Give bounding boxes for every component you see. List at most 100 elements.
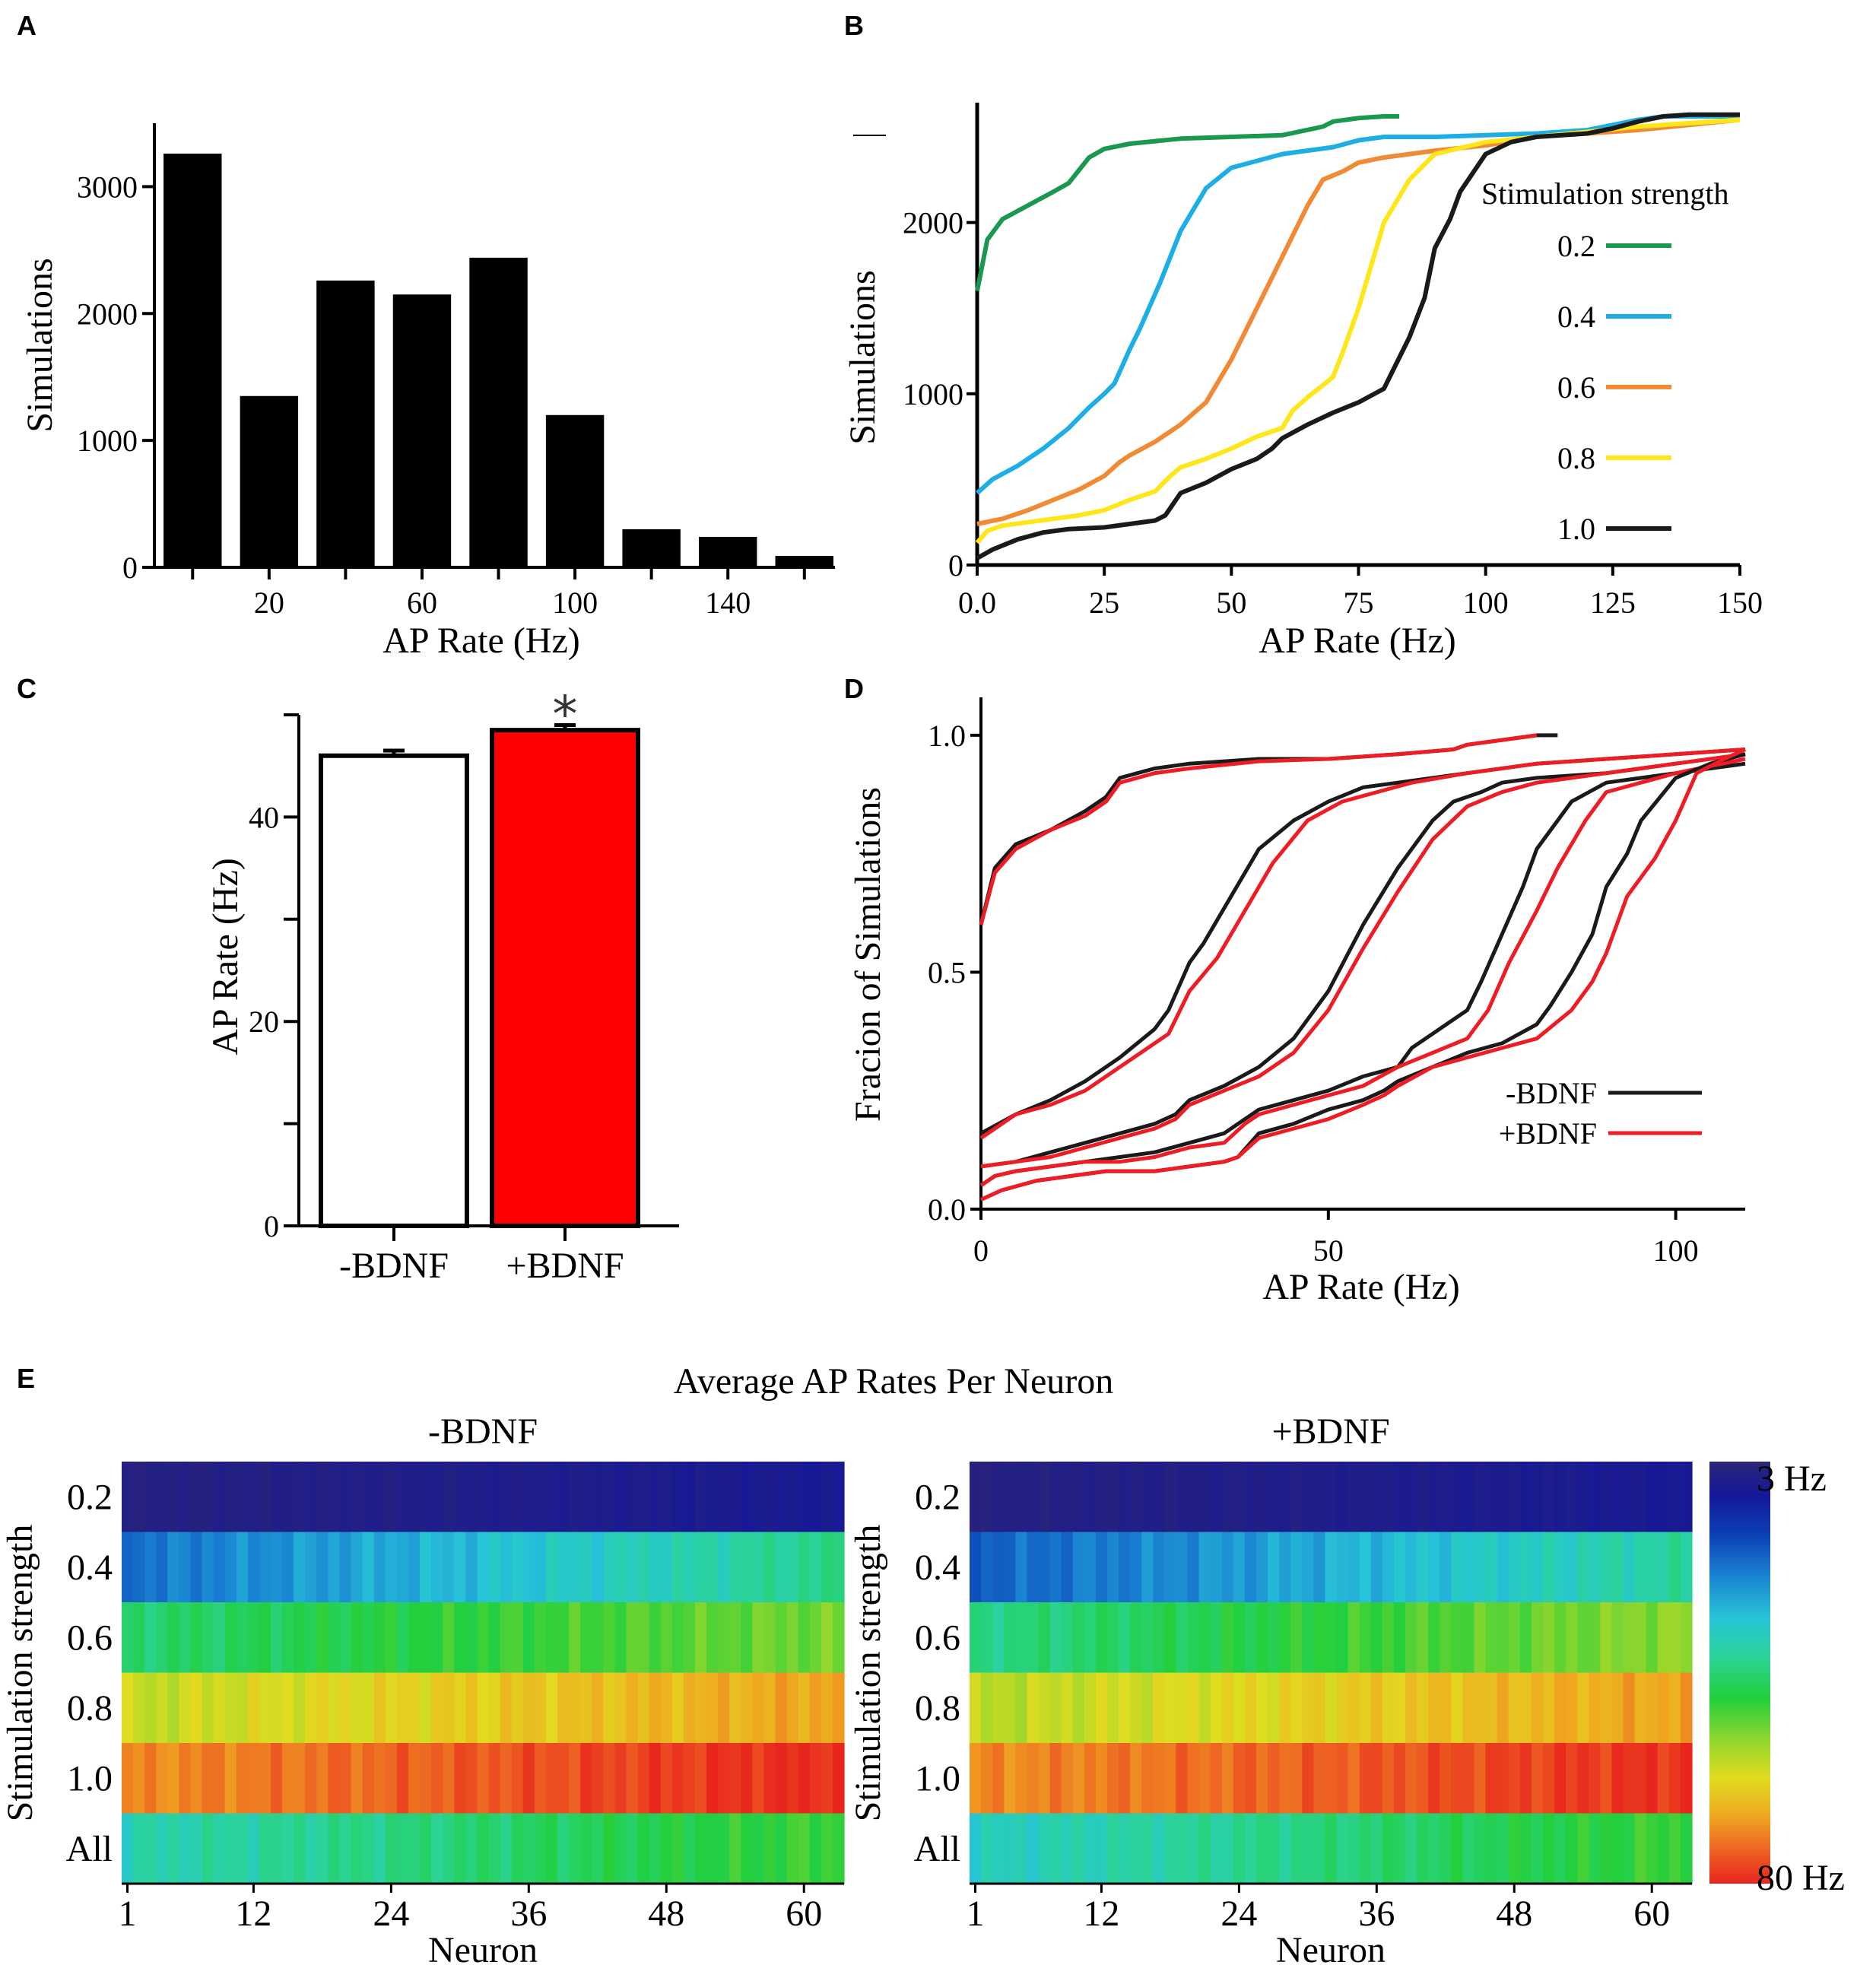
heatmap-cell — [821, 1462, 833, 1533]
y-axis-label: Simulations — [20, 258, 60, 432]
heatmap-cell — [144, 1602, 157, 1674]
heatmap-cell — [236, 1532, 249, 1603]
heatmap-cell — [786, 1672, 799, 1744]
heatmap-cell — [694, 1462, 707, 1533]
heatmap-cell — [798, 1672, 811, 1744]
heatmap-cell — [649, 1462, 662, 1533]
heatmap-cell — [821, 1813, 833, 1884]
heatmap-cell — [1668, 1743, 1681, 1814]
heatmap-cell — [580, 1813, 592, 1884]
heatmap-cell — [569, 1672, 581, 1744]
heatmap-cell — [1187, 1672, 1200, 1744]
heatmap-cell — [1268, 1602, 1280, 1674]
heatmap-cell — [1382, 1532, 1395, 1603]
heatmap-cell — [1233, 1532, 1246, 1603]
heatmap-cell — [396, 1743, 409, 1814]
heatmap-cell — [832, 1672, 845, 1744]
heatmap-cell — [1542, 1672, 1555, 1744]
heatmap-cell — [1485, 1602, 1498, 1674]
heatmap-cell — [1634, 1743, 1647, 1814]
heatmap-cell — [133, 1672, 145, 1744]
heatmap-cell — [1382, 1602, 1395, 1674]
heatmap-cell — [454, 1532, 466, 1603]
heatmap-cell — [1680, 1672, 1693, 1744]
heatmap-cell — [122, 1462, 134, 1533]
heatmap-cell — [339, 1602, 352, 1674]
heatmap-cell — [1004, 1813, 1016, 1884]
heatmap-cell — [511, 1532, 524, 1603]
heatmap-cell — [592, 1602, 604, 1674]
heatmap-cell — [1233, 1462, 1246, 1533]
heatmap-cell — [603, 1462, 616, 1533]
heatmap-cell — [1440, 1813, 1452, 1884]
heatmap-cell — [1084, 1462, 1097, 1533]
heatmap-cell — [1095, 1602, 1108, 1674]
heatmap-cell — [420, 1813, 432, 1884]
heatmap-cell — [144, 1743, 157, 1814]
heatmap-cell — [637, 1532, 650, 1603]
heatmap-cell — [775, 1532, 788, 1603]
heatmap-cell — [1554, 1672, 1567, 1744]
heatmap-cell — [992, 1462, 1005, 1533]
heatmap-cell — [259, 1462, 271, 1533]
heatmap-cell — [1405, 1672, 1417, 1744]
heatmap-cell — [1336, 1743, 1349, 1814]
heatmap-cell — [431, 1813, 443, 1884]
heatmap-cell — [1004, 1672, 1016, 1744]
heatmap-cell — [534, 1462, 547, 1533]
heatmap-cell — [431, 1462, 443, 1533]
heatmap-cell — [1370, 1532, 1383, 1603]
heatmap-cell — [1164, 1813, 1177, 1884]
heatmap-cell — [1106, 1532, 1119, 1603]
bar-100 — [545, 414, 605, 567]
heatmap-x-tick-label-24: 24 — [1221, 1894, 1257, 1934]
heatmap-cell — [981, 1602, 993, 1674]
heatmap-cell — [775, 1813, 788, 1884]
heatmap-cell — [385, 1602, 398, 1674]
heatmap-cell — [694, 1532, 707, 1603]
heatmap-cell — [763, 1602, 776, 1674]
heatmap-cell — [1244, 1462, 1257, 1533]
heatmap-cell — [671, 1813, 684, 1884]
heatmap-cell — [1302, 1462, 1314, 1533]
heatmap-cell — [144, 1813, 157, 1884]
heatmap-cell — [1095, 1813, 1108, 1884]
x-tick-label-+BDNF: +BDNF — [506, 1246, 624, 1286]
heatmap-cell — [213, 1462, 226, 1533]
heatmap-cell — [775, 1672, 788, 1744]
heatmap-cell — [981, 1672, 993, 1744]
legend-label-+BDNF: +BDNF — [1499, 1116, 1597, 1151]
heatmap-cell — [1542, 1462, 1555, 1533]
heatmap-cell — [1531, 1602, 1544, 1674]
heatmap-title--BDNF: -BDNF — [428, 1411, 538, 1452]
heatmap-cell — [1290, 1532, 1303, 1603]
bar-160 — [775, 555, 833, 567]
heatmap-cell — [1313, 1602, 1326, 1674]
heatmap-cell — [832, 1602, 845, 1674]
heatmap-cell — [1164, 1672, 1177, 1744]
heatmap-cell — [1119, 1672, 1131, 1744]
heatmap-cell — [1554, 1813, 1567, 1884]
heatmap-cell — [1668, 1672, 1681, 1744]
heatmap-cell — [1577, 1462, 1589, 1533]
heatmap-cell — [821, 1743, 833, 1814]
heatmap-cell — [167, 1462, 179, 1533]
heatmap-cell — [694, 1672, 707, 1744]
heatmap-cell — [1462, 1672, 1475, 1744]
heatmap-cell — [1554, 1462, 1567, 1533]
heatmap-cell — [569, 1532, 581, 1603]
heatmap-cell — [133, 1462, 145, 1533]
heatmap-cell — [1233, 1813, 1246, 1884]
heatmap-cell — [511, 1813, 524, 1884]
heatmap-cell — [763, 1462, 776, 1533]
heatmap-cell — [1061, 1532, 1074, 1603]
heatmap-cell — [179, 1462, 192, 1533]
heatmap-cell — [488, 1532, 501, 1603]
heatmap-cell — [1428, 1743, 1440, 1814]
heatmap-cell — [557, 1532, 570, 1603]
heatmap-cell — [156, 1602, 168, 1674]
heatmap-cell — [729, 1602, 741, 1674]
heatmap-cell — [1634, 1462, 1647, 1533]
heatmap-cell — [832, 1813, 845, 1884]
heatmap-cell — [1187, 1813, 1200, 1884]
